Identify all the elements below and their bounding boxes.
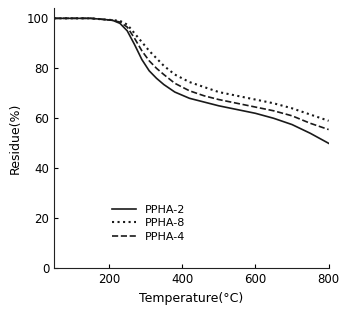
PPHA-2: [217, 104, 221, 108]
PPHA-2: [326, 141, 331, 145]
PPHA-4: [202, 94, 206, 98]
PPHA-4: [133, 36, 137, 40]
PPHA-4: [173, 81, 177, 85]
Legend: PPHA-2, PPHA-8, PPHA-4: PPHA-2, PPHA-8, PPHA-4: [106, 199, 191, 247]
PPHA-4: [271, 109, 276, 113]
PPHA-4: [217, 98, 221, 101]
PPHA-8: [308, 113, 313, 116]
PPHA-2: [271, 116, 276, 120]
PPHA-2: [52, 17, 56, 20]
PPHA-2: [187, 96, 191, 100]
PPHA-4: [235, 101, 239, 105]
Line: PPHA-8: PPHA-8: [54, 18, 329, 121]
PPHA-2: [103, 18, 107, 22]
PPHA-4: [111, 18, 115, 22]
Y-axis label: Residue(%): Residue(%): [8, 103, 21, 174]
PPHA-4: [52, 17, 56, 20]
PPHA-2: [235, 108, 239, 111]
PPHA-2: [308, 131, 313, 135]
Line: PPHA-4: PPHA-4: [54, 18, 329, 130]
PPHA-8: [173, 73, 177, 76]
X-axis label: Temperature(°C): Temperature(°C): [139, 292, 244, 305]
PPHA-8: [147, 49, 151, 53]
PPHA-4: [118, 20, 122, 24]
PPHA-4: [155, 66, 159, 70]
PPHA-8: [326, 119, 331, 123]
PPHA-4: [147, 59, 151, 63]
PPHA-2: [111, 18, 115, 22]
PPHA-8: [253, 98, 258, 101]
Line: PPHA-2: PPHA-2: [54, 18, 329, 143]
PPHA-8: [111, 18, 115, 22]
PPHA-2: [140, 58, 144, 61]
PPHA-8: [88, 17, 93, 20]
PPHA-8: [187, 80, 191, 84]
PPHA-8: [290, 106, 294, 110]
PPHA-2: [133, 43, 137, 46]
PPHA-8: [217, 90, 221, 94]
PPHA-4: [88, 17, 93, 20]
PPHA-2: [125, 29, 129, 33]
PPHA-4: [308, 121, 313, 125]
PPHA-4: [125, 25, 129, 29]
PPHA-2: [173, 90, 177, 94]
PPHA-8: [133, 31, 137, 35]
PPHA-4: [187, 89, 191, 93]
PPHA-8: [235, 94, 239, 98]
PPHA-2: [162, 83, 166, 86]
PPHA-8: [202, 85, 206, 89]
PPHA-4: [326, 128, 331, 131]
PPHA-4: [162, 73, 166, 76]
PPHA-8: [162, 64, 166, 68]
PPHA-4: [140, 49, 144, 53]
PPHA-8: [103, 18, 107, 22]
PPHA-8: [125, 23, 129, 27]
PPHA-8: [118, 19, 122, 23]
PPHA-2: [202, 100, 206, 104]
PPHA-8: [52, 17, 56, 20]
PPHA-2: [253, 111, 258, 115]
PPHA-2: [88, 17, 93, 20]
PPHA-4: [103, 18, 107, 22]
PPHA-2: [290, 123, 294, 126]
PPHA-8: [271, 101, 276, 105]
PPHA-4: [290, 114, 294, 118]
PPHA-4: [253, 105, 258, 109]
PPHA-2: [118, 22, 122, 25]
PPHA-8: [140, 40, 144, 44]
PPHA-2: [147, 69, 151, 73]
PPHA-2: [155, 76, 159, 80]
PPHA-8: [155, 56, 159, 60]
